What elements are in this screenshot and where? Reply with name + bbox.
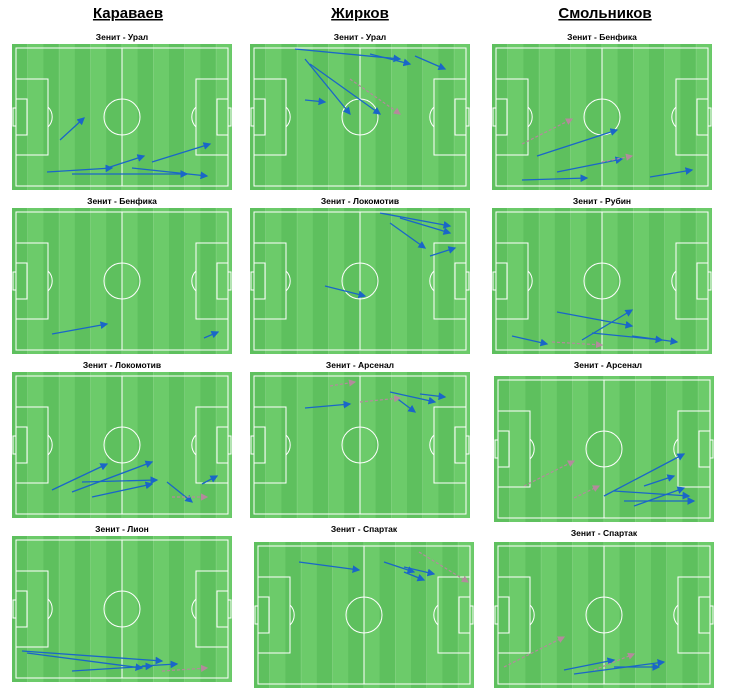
pass-arrow bbox=[106, 154, 146, 169]
pitch-panel bbox=[492, 44, 712, 190]
pass-arrow bbox=[161, 664, 209, 672]
pitch-panel bbox=[12, 536, 232, 682]
pass-arrow bbox=[201, 475, 219, 485]
match-title: Зенит - Локомотив bbox=[321, 196, 399, 206]
player-header: Жирков bbox=[330, 5, 389, 22]
player-header: Смольников bbox=[558, 5, 651, 22]
pass-arrow bbox=[71, 460, 154, 493]
pass-arrow bbox=[166, 481, 194, 503]
pass-arrow bbox=[329, 379, 357, 387]
pass-arrow bbox=[91, 481, 154, 498]
pass-arrow bbox=[581, 309, 634, 341]
pass-arrow bbox=[593, 652, 636, 671]
pitch bbox=[254, 542, 474, 688]
match-title: Зенит - Локомотив bbox=[83, 360, 161, 370]
pass-arrow bbox=[521, 174, 589, 183]
pass-arrow bbox=[51, 321, 109, 335]
pass-arrow bbox=[203, 330, 220, 339]
pass-arrow bbox=[556, 156, 624, 173]
pitch bbox=[12, 44, 232, 190]
pass-arrow bbox=[26, 652, 144, 672]
pass-arrow bbox=[324, 285, 367, 299]
pitch-panel bbox=[12, 372, 232, 518]
pass-arrow bbox=[359, 395, 402, 403]
pass-arrow bbox=[389, 222, 427, 249]
pass-arrow bbox=[419, 392, 447, 401]
pass-arrow bbox=[379, 212, 452, 229]
pitch-panel bbox=[250, 372, 470, 518]
pass-arrow bbox=[649, 167, 694, 178]
match-title: Зенит - Арсенал bbox=[574, 360, 642, 370]
pass-arrow bbox=[389, 391, 437, 405]
pass-arrow bbox=[298, 561, 361, 574]
pitch bbox=[250, 372, 470, 518]
match-title: Зенит - Лион bbox=[95, 524, 149, 534]
pitch-panel bbox=[250, 44, 470, 190]
pass-arrow bbox=[59, 117, 85, 141]
pass-arrow bbox=[71, 662, 154, 672]
pass-arrow bbox=[304, 58, 351, 116]
pitch bbox=[492, 44, 712, 190]
pitch-panel bbox=[494, 542, 714, 688]
match-title: Зенит - Спартак bbox=[331, 524, 398, 534]
pass-arrow bbox=[51, 463, 109, 491]
pass-arrow bbox=[511, 335, 549, 347]
pitch bbox=[12, 372, 232, 518]
match-title: Зенит - Урал bbox=[96, 32, 148, 42]
pass-arrow bbox=[503, 636, 566, 668]
pass-arrow bbox=[151, 142, 212, 163]
pass-arrow bbox=[556, 311, 634, 329]
pass-arrow bbox=[613, 490, 691, 500]
match-title: Зенит - Арсенал bbox=[326, 360, 394, 370]
pass-arrow bbox=[563, 657, 616, 671]
pass-arrow bbox=[573, 658, 666, 675]
pass-arrow bbox=[536, 128, 619, 157]
pass-arrow bbox=[523, 460, 576, 487]
pass-arrow bbox=[601, 153, 634, 163]
pass-arrow bbox=[631, 335, 679, 346]
pitch bbox=[250, 208, 470, 354]
pass-arrow bbox=[21, 650, 164, 665]
pitch-panel bbox=[250, 208, 470, 354]
pass-arrow bbox=[633, 486, 686, 507]
pass-arrow bbox=[369, 53, 412, 67]
pass-arrow bbox=[551, 341, 604, 349]
pitch bbox=[492, 208, 712, 354]
pass-arrow bbox=[383, 561, 416, 574]
pass-arrow bbox=[304, 400, 352, 409]
pass-arrow bbox=[141, 660, 179, 669]
pass-arrow bbox=[304, 97, 327, 106]
pitch bbox=[494, 376, 714, 522]
match-title: Зенит - Урал bbox=[334, 32, 386, 42]
pass-arrow bbox=[643, 474, 676, 487]
pitch-panel bbox=[12, 44, 232, 190]
pass-arrow bbox=[603, 453, 686, 497]
match-title: Зенит - Бенфика bbox=[87, 196, 157, 206]
match-title: Зенит - Спартак bbox=[571, 528, 638, 538]
pass-arrow bbox=[46, 164, 114, 173]
pitch bbox=[12, 536, 232, 682]
pass-arrow bbox=[418, 551, 470, 583]
player-header: Караваев bbox=[93, 5, 163, 22]
match-title: Зенит - Бенфика bbox=[567, 32, 637, 42]
pitch bbox=[12, 208, 232, 354]
pass-arrow bbox=[309, 63, 382, 115]
pass-arrow bbox=[429, 246, 457, 257]
pitch-panel bbox=[492, 208, 712, 354]
pitch-panel bbox=[254, 542, 474, 688]
pass-arrow bbox=[399, 217, 452, 235]
pass-arrow bbox=[81, 476, 159, 485]
pitch-panel bbox=[494, 376, 714, 522]
pass-arrow bbox=[521, 118, 574, 145]
match-title: Зенит - Рубин bbox=[573, 196, 631, 206]
pass-arrow bbox=[349, 78, 401, 115]
pass-arrow bbox=[414, 55, 447, 70]
pitch-panel bbox=[12, 208, 232, 354]
pass-arrow bbox=[131, 167, 209, 180]
